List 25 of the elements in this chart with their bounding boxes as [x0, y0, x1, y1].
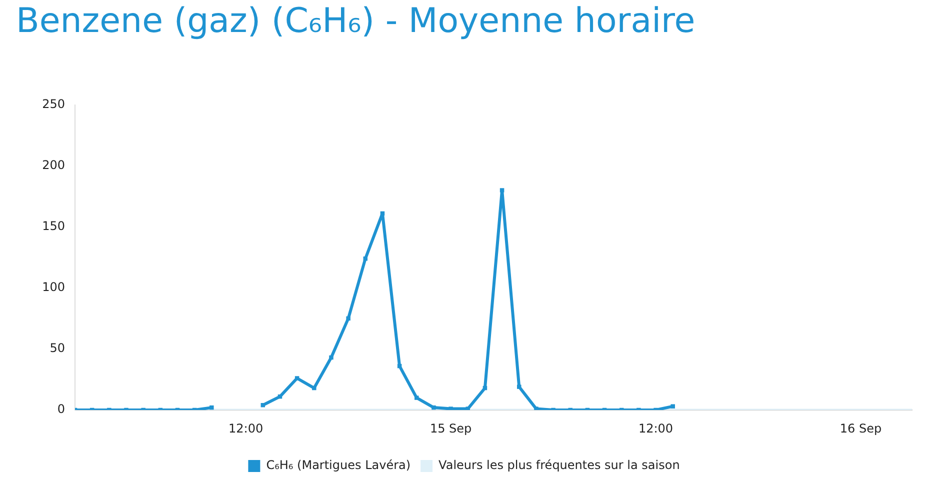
point	[670, 404, 675, 408]
x-tick-label: 15 Sep	[430, 421, 472, 436]
y-tick-label: 0	[57, 402, 65, 416]
y-tick-label: 150	[42, 219, 65, 234]
y-tick-label: 50	[50, 341, 65, 356]
point	[517, 384, 522, 389]
point	[500, 188, 504, 192]
point	[346, 316, 350, 321]
legend-label: Valeurs les plus fréquentes sur la saison	[438, 458, 680, 472]
y-tick-label: 100	[42, 280, 65, 294]
x-tick-label: 12:00	[228, 421, 264, 436]
y-tick-label: 250	[42, 96, 65, 111]
point	[534, 406, 538, 410]
point	[210, 405, 214, 410]
legend-label: C₆H₆ (Martigues Lavéra)	[266, 458, 411, 472]
point	[329, 355, 334, 360]
x-tick-label: 16 Sep	[840, 421, 882, 436]
point	[294, 376, 300, 380]
point	[312, 386, 316, 390]
point	[414, 396, 419, 400]
chart-title: Benzene (gaz) (C₆H₆) - Moyenne horaire	[16, 1, 696, 42]
point	[466, 406, 470, 410]
x-tick-label: 12:00	[638, 421, 674, 436]
y-tick-label: 200	[42, 158, 65, 172]
point	[432, 405, 436, 410]
